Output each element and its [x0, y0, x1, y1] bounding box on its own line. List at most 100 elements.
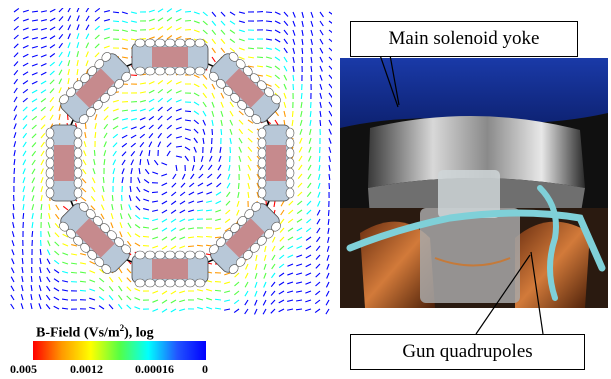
- field-vector: [120, 203, 123, 211]
- field-vector: [103, 115, 109, 121]
- field-vector: [22, 88, 29, 94]
- field-vector: [94, 34, 100, 40]
- field-vector: [13, 141, 17, 148]
- field-vector: [22, 177, 26, 184]
- colorbar-tick-2: 0.00016: [135, 362, 174, 376]
- quadrupole-coil: [131, 250, 209, 288]
- field-vector: [126, 286, 132, 292]
- field-vector: [254, 299, 258, 306]
- field-vector: [30, 293, 33, 301]
- field-vector: [199, 164, 204, 171]
- field-vector: [103, 158, 106, 166]
- field-vector: [161, 218, 168, 223]
- field-vector: [270, 299, 276, 305]
- field-vector: [175, 155, 182, 158]
- field-vector: [130, 118, 137, 121]
- field-vector: [305, 263, 312, 268]
- field-vector: [126, 295, 132, 301]
- field-vector: [84, 132, 87, 139]
- field-vector: [139, 99, 146, 103]
- field-vector: [310, 65, 313, 73]
- field-vector: [245, 263, 249, 270]
- field-vector: [22, 62, 29, 67]
- field-vector: [67, 33, 71, 40]
- field-vector: [58, 33, 64, 40]
- field-vector: [206, 297, 213, 301]
- quadrupole-coil: [209, 202, 281, 274]
- field-vector: [111, 204, 114, 211]
- field-vector: [136, 186, 141, 193]
- field-vector: [205, 209, 213, 212]
- field-vector: [49, 17, 56, 22]
- field-vector: [208, 155, 213, 162]
- field-vector: [166, 88, 173, 94]
- field-vector: [111, 194, 114, 202]
- field-vector: [193, 29, 200, 33]
- field-vector: [244, 272, 249, 279]
- field-vector: [318, 155, 321, 163]
- field-vector: [317, 182, 321, 189]
- field-vector: [295, 308, 303, 311]
- quadrupole-coil: [59, 202, 131, 274]
- field-vector: [126, 277, 132, 283]
- field-vector: [161, 162, 168, 166]
- field-vector: [31, 213, 34, 220]
- field-vector: [184, 110, 192, 113]
- field-vector: [117, 303, 123, 310]
- field-vector: [296, 236, 303, 241]
- colorbar-tick-3: 0: [202, 362, 208, 376]
- field-vector: [256, 182, 260, 189]
- field-vector: [206, 288, 213, 292]
- field-vectors: [10, 8, 332, 315]
- field-vector: [92, 168, 96, 175]
- field-vector: [148, 107, 155, 112]
- field-vector: [157, 26, 164, 31]
- field-vector: [270, 290, 276, 296]
- field-vector: [134, 306, 141, 310]
- field-vector: [53, 269, 60, 274]
- field-vector: [244, 281, 249, 288]
- field-vector: [22, 141, 27, 148]
- field-vector: [187, 227, 195, 230]
- field-vector: [297, 173, 303, 180]
- field-vector: [118, 285, 123, 292]
- field-vector: [238, 56, 245, 60]
- field-vector: [166, 8, 173, 13]
- field-vector: [54, 223, 60, 229]
- field-vector: [22, 212, 25, 220]
- field-vector: [234, 281, 240, 287]
- field-vector: [287, 308, 294, 311]
- field-vector: [179, 209, 186, 214]
- colorbar-tick-1: 0.0012: [70, 362, 103, 376]
- field-vector: [80, 252, 87, 256]
- field-vector: [121, 168, 125, 175]
- field-vector: [193, 137, 198, 144]
- field-vector: [139, 125, 146, 130]
- field-vector: [238, 164, 241, 172]
- field-vector: [229, 137, 232, 144]
- field-vector: [11, 240, 15, 247]
- field-vector: [202, 119, 207, 126]
- field-vector: [118, 276, 123, 283]
- field-vector: [283, 11, 289, 17]
- field-vector: [229, 47, 236, 53]
- field-vector: [224, 227, 231, 232]
- field-vector: [58, 25, 64, 31]
- field-vector: [142, 226, 150, 229]
- field-vector: [234, 272, 240, 278]
- field-vector: [297, 200, 303, 206]
- field-vector: [30, 275, 33, 283]
- field-vector: [103, 132, 108, 139]
- field-vector: [89, 260, 96, 265]
- field-vector: [287, 245, 294, 250]
- field-vector: [233, 299, 240, 305]
- field-vector: [98, 286, 105, 292]
- field-vector: [13, 158, 16, 166]
- field-vector: [255, 254, 258, 261]
- field-vector: [39, 257, 42, 265]
- gun-quadrupoles-label: Gun quadrupoles: [350, 334, 585, 370]
- field-vector: [103, 123, 109, 130]
- field-vector: [326, 272, 330, 279]
- field-vector: [256, 74, 264, 77]
- field-vector: [20, 303, 24, 310]
